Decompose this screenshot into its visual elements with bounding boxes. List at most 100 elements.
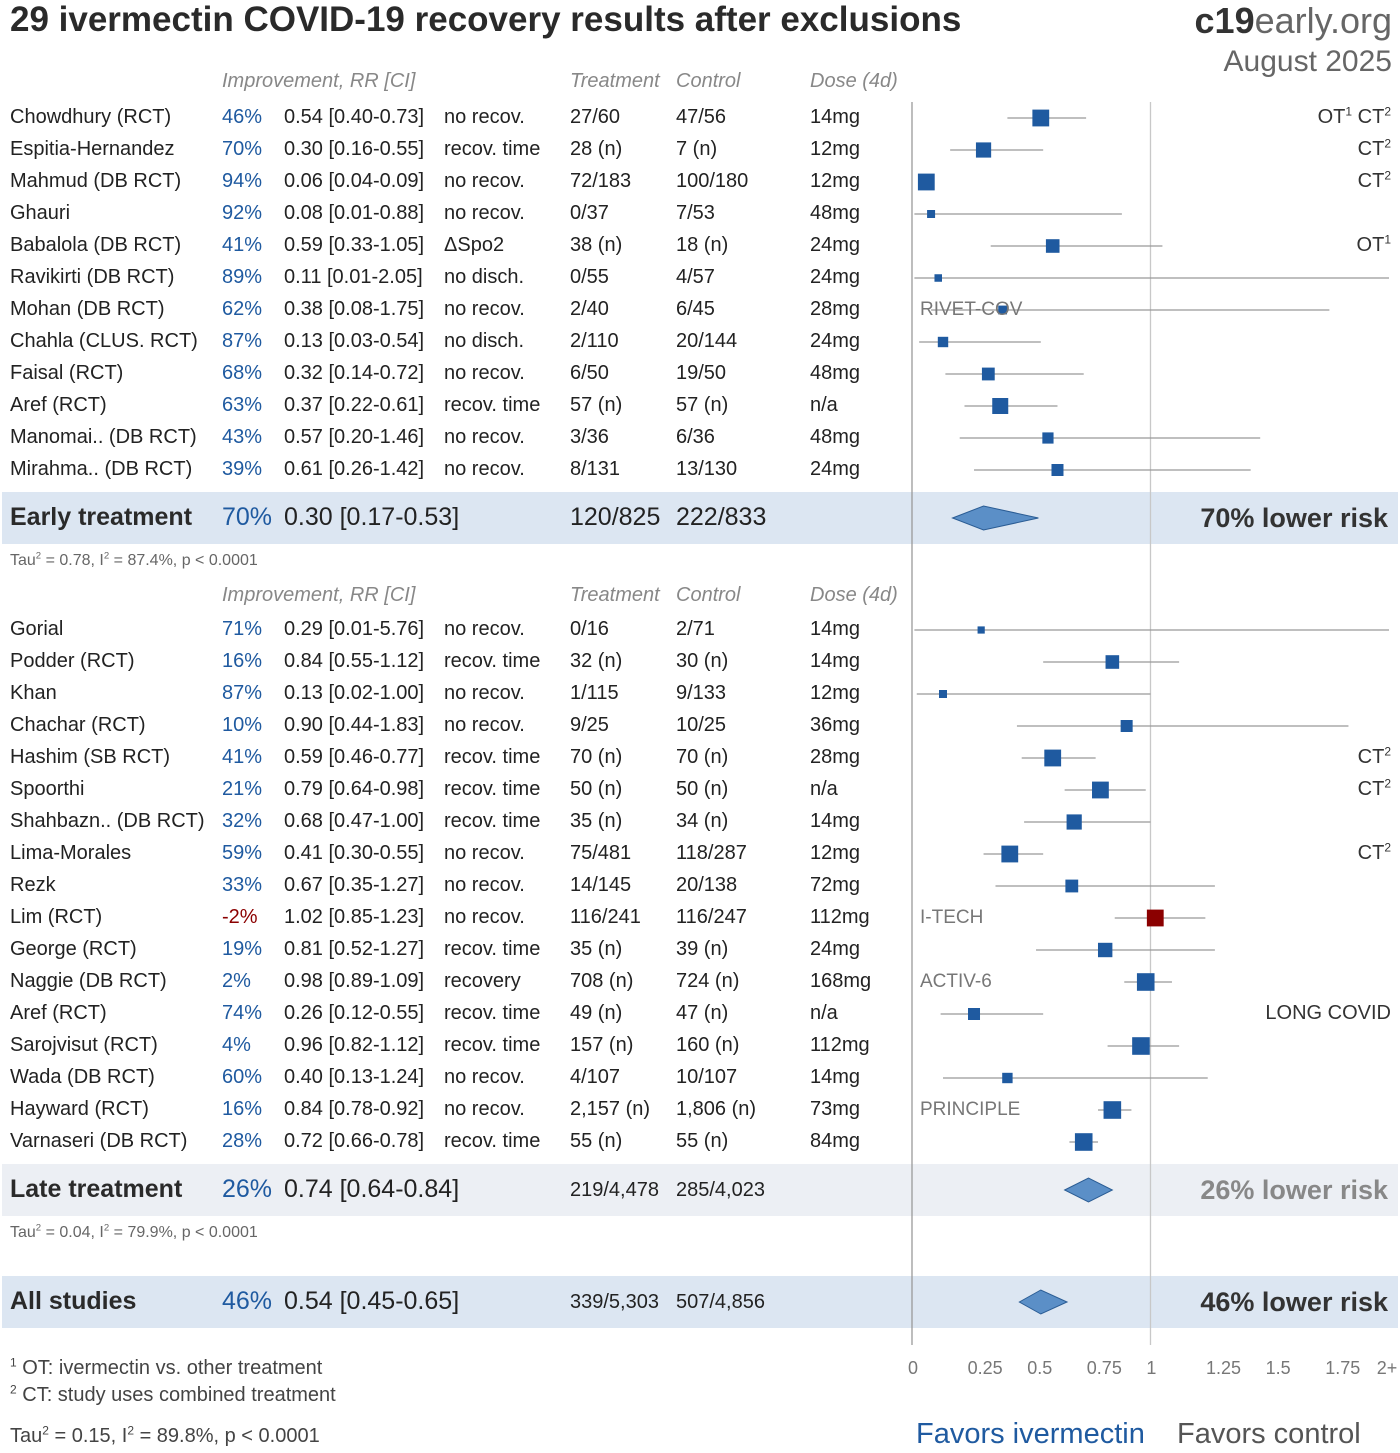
treatment-count: 35 (n) — [570, 938, 623, 960]
late-summary-name: Late treatment — [10, 1175, 183, 1203]
axis-tick-label: 1.75 — [1325, 1358, 1361, 1378]
dose-value: 24mg — [810, 266, 861, 288]
control-count: 118/287 — [676, 842, 747, 864]
control-count: 116/247 — [676, 906, 747, 928]
dose-value: 48mg — [810, 362, 861, 384]
treatment-count: 8/131 — [570, 458, 621, 480]
late-summary-improvement: 26% — [222, 1175, 273, 1203]
all-summary-improvement: 46% — [222, 1287, 273, 1315]
study-flags: CT2 — [1357, 840, 1391, 864]
study-name: Chahla (CLUS. RCT) — [10, 330, 198, 352]
rr-ci-value: 0.90 [0.44-1.83] — [284, 714, 425, 736]
trial-tag: I-TECH — [920, 907, 984, 928]
footnote-ct: 2 CT: study uses combined treatment — [10, 1382, 336, 1406]
improvement-value: 16% — [222, 650, 263, 672]
improvement-value: -2% — [222, 906, 258, 928]
improvement-value: 39% — [222, 458, 263, 480]
effect-point — [1042, 432, 1054, 444]
improvement-value: 89% — [222, 266, 263, 288]
control-count: 7 (n) — [676, 138, 718, 160]
effect-point — [1132, 1037, 1150, 1055]
improvement-value: 87% — [222, 682, 263, 704]
study-flags: CT2 — [1357, 136, 1391, 160]
control-count: 30 (n) — [676, 650, 729, 672]
improvement-value: 62% — [222, 298, 263, 320]
outcome-label: ΔSpo2 — [444, 234, 505, 256]
rr-ci-value: 0.96 [0.82-1.12] — [284, 1034, 425, 1056]
improvement-value: 68% — [222, 362, 263, 384]
rr-ci-value: 0.61 [0.26-1.42] — [284, 458, 425, 480]
dose-value: 36mg — [810, 714, 861, 736]
control-count: 55 (n) — [676, 1130, 729, 1152]
study-flags: CT2 — [1357, 776, 1391, 800]
treatment-count: 9/25 — [570, 714, 609, 736]
outcome-label: recovery — [444, 970, 521, 992]
study-name: Faisal (RCT) — [10, 362, 124, 384]
axis-tick-label: 0.75 — [1086, 1358, 1122, 1378]
control-count: 70 (n) — [676, 746, 729, 768]
all-lower-risk: 46% lower risk — [1200, 1287, 1388, 1317]
improvement-value: 70% — [222, 138, 263, 160]
study-name: Ravikirti (DB RCT) — [10, 266, 175, 288]
treatment-count: 2,157 (n) — [570, 1098, 651, 1120]
late-summary-control: 285/4,023 — [676, 1179, 765, 1201]
dose-value: 112mg — [810, 1034, 870, 1056]
late-lower-risk: 26% lower risk — [1200, 1175, 1388, 1205]
outcome-label: recov. time — [444, 810, 541, 832]
outcome-label: no disch. — [444, 266, 525, 288]
control-count: 57 (n) — [676, 394, 729, 416]
outcome-label: recov. time — [444, 778, 541, 800]
early-header-control: Control — [676, 70, 741, 92]
effect-point — [992, 398, 1009, 414]
improvement-value: 94% — [222, 170, 263, 192]
early-summary-rr: 0.30 [0.17-0.53] — [284, 503, 460, 531]
effect-point — [934, 274, 942, 282]
study-name: Hayward (RCT) — [10, 1098, 149, 1120]
rr-ci-value: 0.81 [0.52-1.27] — [284, 938, 425, 960]
outcome-label: no recov. — [444, 1066, 525, 1088]
control-count: 100/180 — [676, 170, 749, 192]
improvement-value: 63% — [222, 394, 263, 416]
early-header-dose: Dose (4d) — [810, 70, 898, 92]
treatment-count: 32 (n) — [570, 650, 623, 672]
control-count: 4/57 — [676, 266, 715, 288]
axis-tick-label: 2+ — [1376, 1358, 1398, 1378]
effect-point — [1146, 909, 1164, 927]
late-summary-band — [2, 1164, 1398, 1216]
treatment-count: 1/115 — [570, 682, 619, 704]
control-count: 6/45 — [676, 298, 715, 320]
favors-ivermectin-label: Favors ivermectin — [916, 1418, 1145, 1450]
effect-point — [1066, 814, 1082, 830]
treatment-count: 55 (n) — [570, 1130, 623, 1152]
effect-point — [1105, 655, 1120, 669]
treatment-count: 28 (n) — [570, 138, 623, 160]
dose-value: 28mg — [810, 746, 861, 768]
dose-value: 24mg — [810, 234, 861, 256]
all-summary-band — [2, 1276, 1398, 1328]
treatment-count: 72/183 — [570, 170, 632, 192]
dose-value: 12mg — [810, 138, 861, 160]
control-count: 1,806 (n) — [676, 1098, 757, 1120]
study-name: Wada (DB RCT) — [10, 1066, 155, 1088]
outcome-label: no recov. — [444, 106, 525, 128]
footnote-ot: 1 OT: ivermectin vs. other treatment — [10, 1355, 323, 1379]
dose-value: 14mg — [810, 106, 861, 128]
overall-stats: Tau2 = 0.15, I2 = 89.8%, p < 0.0001 — [10, 1423, 320, 1447]
treatment-count: 6/50 — [570, 362, 609, 384]
brand-rest: early.org — [1254, 0, 1392, 41]
trial-tag: PRINCIPLE — [920, 1099, 1021, 1120]
improvement-value: 92% — [222, 202, 263, 224]
study-name: Hashim (SB RCT) — [10, 746, 171, 768]
rr-ci-value: 0.72 [0.66-0.78] — [284, 1130, 425, 1152]
late-header-treatment: Treatment — [570, 584, 660, 606]
outcome-label: no recov. — [444, 202, 525, 224]
outcome-label: recov. time — [444, 1002, 541, 1024]
study-name: Chowdhury (RCT) — [10, 106, 172, 128]
treatment-count: 0/37 — [570, 202, 609, 224]
outcome-label: no recov. — [444, 714, 525, 736]
effect-point — [968, 1008, 981, 1020]
treatment-count: 27/60 — [570, 106, 621, 128]
rr-ci-value: 0.84 [0.55-1.12] — [284, 650, 425, 672]
treatment-count: 116/241 — [570, 906, 641, 928]
improvement-value: 41% — [222, 746, 263, 768]
